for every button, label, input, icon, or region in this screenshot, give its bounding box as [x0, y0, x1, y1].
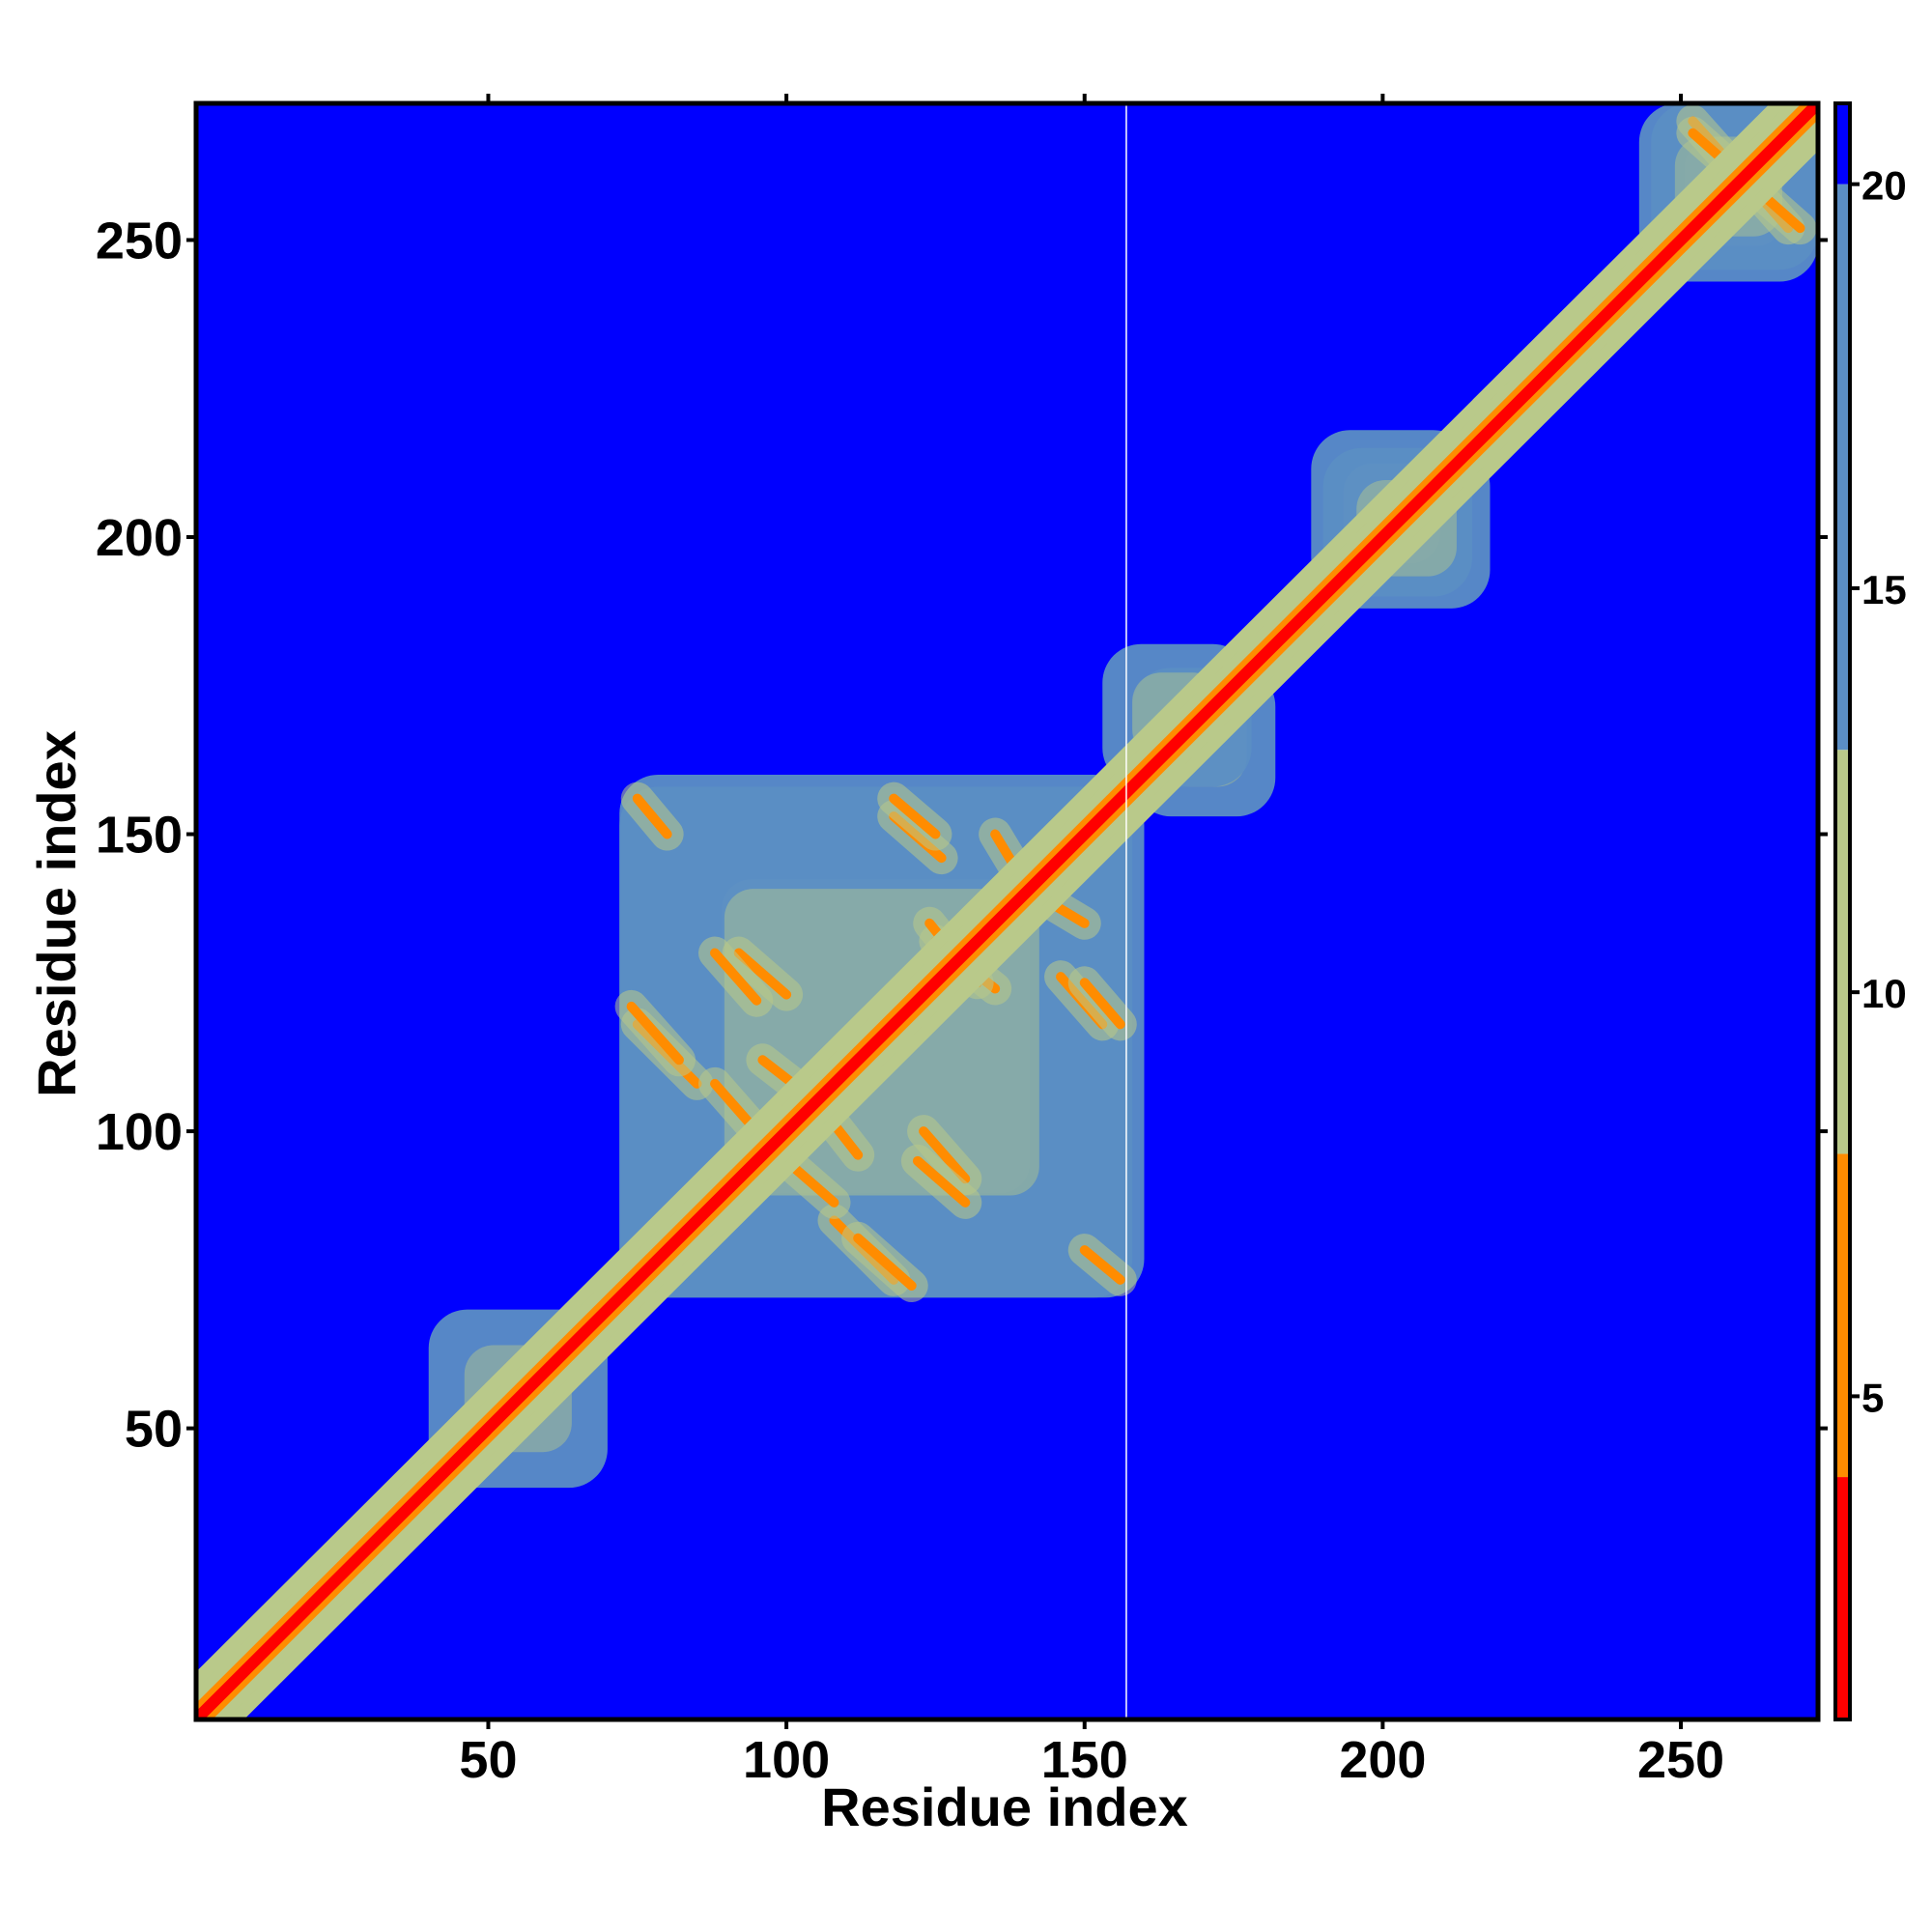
colorbar-segment-2: [1835, 750, 1850, 1154]
y-axis-label: Residue index: [26, 730, 87, 1097]
y-tick-label-100: 100: [96, 1103, 183, 1161]
colorbar-tick-label-15: 15: [1861, 567, 1907, 612]
diagonal-band-core: [196, 103, 1818, 1719]
x-tick-label-200: 200: [1339, 1731, 1426, 1789]
contact-line-8: [912, 1155, 971, 1208]
colorbar-segment-4: [1835, 103, 1850, 185]
contact-line-0-mirror: [919, 1126, 971, 1184]
contact-line-7-mirror: [626, 1001, 684, 1065]
colorbar-frame: [1833, 101, 1852, 1721]
colorbar-tick-label-20: 20: [1861, 163, 1907, 209]
colorbar-segment-0: [1835, 1477, 1850, 1719]
contact-line-10-mirror: [632, 793, 672, 839]
y-tick-label-150: 150: [96, 807, 183, 865]
colorbar-tick-label-5: 5: [1861, 1375, 1884, 1420]
x-tick-label-100: 100: [743, 1731, 830, 1789]
heatmap-plot-area: [196, 103, 1818, 1719]
y-tick-label-250: 250: [96, 212, 183, 270]
x-axis-label: Residue index: [821, 1776, 1188, 1837]
axes: 50 100 150 200 250 50 100 150 200 250: [96, 94, 1828, 1789]
colorbar-tick-label-10: 10: [1861, 971, 1907, 1016]
contact-line-5: [1079, 978, 1125, 1030]
x-tick-label-50: 50: [459, 1731, 517, 1789]
plot-frame: [193, 100, 1821, 1722]
colorbar: 5 10 15 20: [1833, 101, 1907, 1721]
contact-line-7: [853, 1233, 917, 1291]
contact-line-8-mirror: [710, 948, 762, 1006]
x-tick-label-150: 150: [1041, 1731, 1128, 1789]
y-tick-label-200: 200: [96, 509, 183, 567]
contact-line-5-mirror: [889, 793, 941, 839]
colorbar-segment-1: [1835, 1153, 1850, 1478]
x-tick-label-250: 250: [1637, 1731, 1724, 1789]
contact-line-0: [733, 948, 792, 1000]
contact-line-10: [1079, 1245, 1125, 1285]
y-tick-label-50: 50: [125, 1401, 183, 1459]
colorbar-segment-3: [1835, 184, 1850, 751]
